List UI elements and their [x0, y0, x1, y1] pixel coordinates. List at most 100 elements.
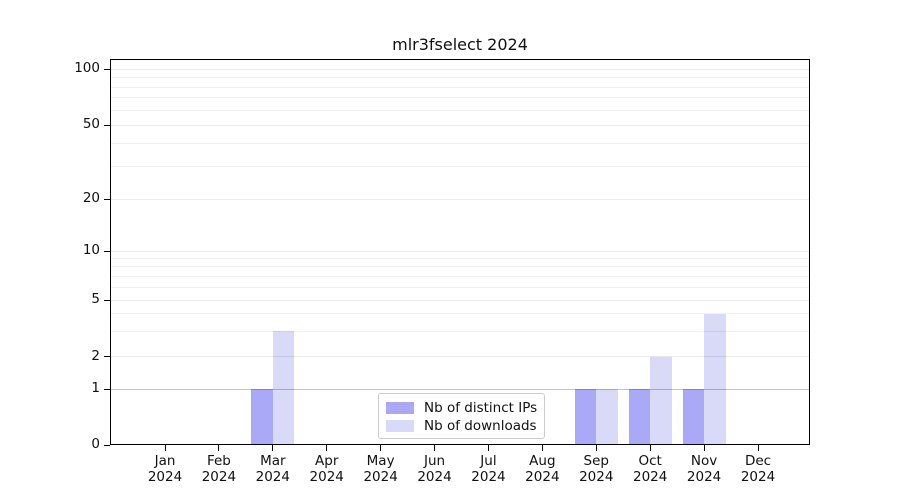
x-label-year-nov: 2024 [686, 469, 722, 485]
x-tick-label-jan: Jan 2024 [135, 453, 195, 485]
x-label-month-oct: Oct [638, 453, 662, 469]
grid-line-minor-9 [110, 257, 810, 259]
x-tick-jun [434, 445, 436, 451]
x-tick-label-feb: Feb 2024 [189, 453, 249, 485]
legend-row-distinct-ips: Nb of distinct IPs [386, 400, 538, 416]
x-label-month-apr: Apr [315, 453, 339, 469]
x-tick-may [380, 445, 382, 451]
x-label-year-apr: 2024 [309, 469, 344, 485]
x-tick-label-may: May 2024 [351, 453, 411, 485]
x-label-month-nov: Nov [690, 453, 718, 469]
x-tick-apr [326, 445, 328, 451]
y-tick-100 [104, 68, 110, 70]
y-tick-5 [104, 299, 110, 301]
y-tick-50 [104, 124, 110, 126]
y-tick-label-100: 100 [74, 60, 100, 76]
x-tick-mar [272, 445, 274, 451]
grid-line-major-100 [110, 68, 810, 70]
legend-label-distinct-ips: Nb of distinct IPs [424, 400, 538, 416]
legend-row-downloads: Nb of downloads [386, 418, 537, 434]
x-label-year-dec: 2024 [740, 469, 776, 485]
x-label-year-sep: 2024 [579, 469, 614, 485]
bar-downloads-sep [596, 389, 618, 445]
x-label-month-feb: Feb [206, 453, 231, 469]
x-label-year-jul: 2024 [471, 469, 506, 485]
x-tick-label-oct: Oct 2024 [620, 453, 680, 485]
bar-distinct-ips-sep [574, 389, 597, 445]
legend: Nb of distinct IPs Nb of downloads [378, 393, 545, 439]
grid-line-major-1 [110, 388, 810, 390]
y-tick-label-2: 2 [91, 347, 100, 364]
x-label-year-may: 2024 [363, 469, 398, 485]
x-label-year-aug: 2024 [525, 469, 560, 485]
x-tick-sep [595, 445, 597, 451]
grid-line-major-5 [110, 299, 810, 301]
y-tick-label-20: 20 [82, 190, 100, 206]
bar-downloads-mar [272, 331, 295, 445]
x-label-month-jun: Jun [423, 453, 446, 469]
grid-line-major-2 [110, 356, 810, 357]
x-label-year-jan: 2024 [147, 469, 183, 485]
x-label-month-mar: Mar [260, 453, 286, 469]
grid-line-minor-4 [110, 313, 810, 315]
x-label-month-may: May [366, 453, 395, 469]
grid-line-major-20 [110, 198, 810, 200]
x-tick-jan [164, 445, 166, 451]
x-tick-nov [703, 445, 705, 451]
x-tick-feb [218, 445, 220, 451]
x-tick-label-nov: Nov 2024 [674, 453, 734, 485]
bar-distinct-ips-mar [251, 389, 273, 445]
x-label-year-mar: 2024 [255, 469, 290, 485]
legend-swatch-distinct-ips-icon [386, 402, 414, 414]
grid-line-minor-60 [110, 109, 810, 111]
x-tick-label-jul: Jul 2024 [458, 453, 518, 485]
grid-line-minor-70 [110, 97, 810, 99]
y-tick-2 [104, 356, 110, 357]
x-label-month-sep: Sep [583, 453, 609, 469]
grid-line-major-50 [110, 124, 810, 126]
y-tick-1 [104, 388, 110, 390]
y-tick-label-5: 5 [91, 291, 100, 307]
bar-distinct-ips-oct [628, 389, 651, 445]
x-label-month-jan: Jan [154, 453, 176, 469]
y-tick-label-0: 0 [91, 436, 100, 452]
plot-area [110, 59, 810, 445]
y-tick-label-1: 1 [91, 380, 100, 396]
x-tick-label-apr: Apr 2024 [297, 453, 357, 485]
y-tick-0 [104, 444, 110, 446]
grid-line-minor-7 [110, 275, 810, 277]
grid-line-minor-3 [110, 330, 810, 332]
bar-distinct-ips-nov [682, 389, 705, 445]
grid-line-minor-30 [110, 165, 810, 167]
x-tick-oct [649, 445, 651, 451]
x-tick-label-jun: Jun 2024 [405, 453, 465, 485]
y-tick-20 [104, 198, 110, 200]
x-label-year-feb: 2024 [201, 469, 237, 485]
grid-line-minor-6 [110, 286, 810, 288]
x-label-month-jul: Jul [480, 453, 497, 469]
y-tick-label-10: 10 [82, 242, 100, 258]
x-tick-label-sep: Sep 2024 [566, 453, 626, 485]
legend-swatch-downloads-icon [386, 420, 414, 432]
grid-line-minor-80 [110, 86, 810, 88]
y-tick-10 [104, 250, 110, 252]
grid-line-minor-90 [110, 77, 810, 78]
x-tick-dec [757, 445, 759, 451]
x-label-month-dec: Dec [744, 453, 772, 469]
x-tick-label-dec: Dec 2024 [728, 453, 788, 485]
x-label-year-oct: 2024 [632, 469, 668, 485]
chart-title: mlr3fselect 2024 [392, 35, 528, 54]
x-tick-aug [541, 445, 543, 451]
grid-line-minor-8 [110, 266, 810, 268]
x-label-month-aug: Aug [529, 453, 556, 469]
grid-line-major-10 [110, 250, 810, 252]
legend-label-downloads: Nb of downloads [424, 418, 537, 434]
x-tick-label-mar: Mar 2024 [243, 453, 303, 485]
bar-downloads-nov [704, 313, 726, 445]
grid-line-minor-40 [110, 142, 810, 144]
y-tick-label-50: 50 [82, 116, 100, 132]
x-tick-jul [487, 445, 489, 451]
bar-downloads-oct [650, 356, 672, 445]
x-label-year-jun: 2024 [417, 469, 452, 485]
